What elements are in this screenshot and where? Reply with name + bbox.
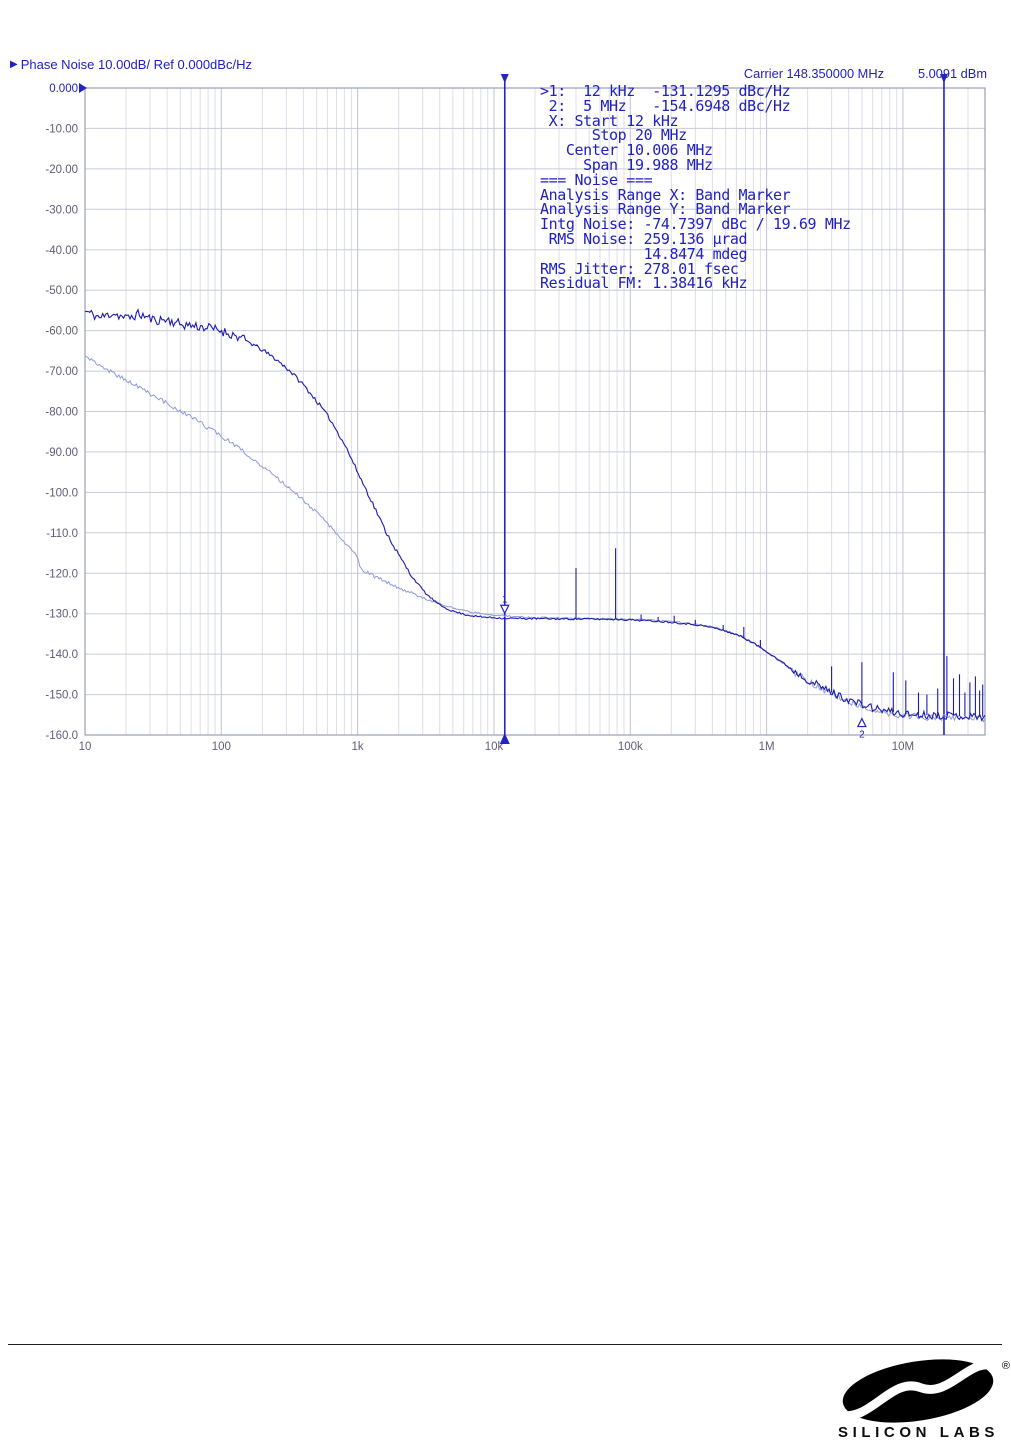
y-tick-label: -20.00	[45, 164, 78, 176]
y-tick-label: -50.00	[45, 285, 78, 297]
marker-1-icon	[499, 604, 510, 615]
active-trace-icon: ▶	[10, 59, 18, 70]
x-tick-label: 10	[79, 741, 92, 753]
silicon-labs-logo: ® SILICON LABS	[838, 1350, 1010, 1450]
band-start-flag-icon	[500, 74, 509, 83]
x-tick-label: 1M	[759, 741, 775, 753]
x-axis-labels: 10 100 1k 10k 100k 1M 10M	[79, 741, 914, 753]
marker-2-icon	[856, 717, 867, 728]
y-tick-label: -140.0	[45, 649, 78, 661]
carrier-info: Carrier 148.350000 MHz 5.0091 dBm	[744, 66, 987, 81]
y-tick-label: -60.00	[45, 326, 78, 338]
phase-noise-trace-secondary	[85, 356, 986, 723]
y-tick-label: -80.00	[45, 407, 78, 419]
trace-scale-label: Phase Noise 10.00dB/ Ref 0.000dBc/Hz	[20, 57, 252, 72]
y-tick-label: -100.0	[45, 487, 78, 499]
y-tick-label: -10.00	[45, 123, 78, 135]
y-tick-label: -110.0	[46, 528, 78, 540]
y-tick-label: -160.0	[45, 730, 78, 742]
y-tick-label: -70.00	[45, 366, 78, 378]
x-tick-label: 10M	[892, 741, 914, 753]
carrier-frequency-label: Carrier 148.350000 MHz	[743, 66, 884, 81]
x-tick-label: 10k	[485, 741, 504, 753]
x-tick-label: 100	[212, 741, 231, 753]
y-axis-labels: 0.000 -10.00 -20.00 -30.00 -40.00 -50.00 -60.0…	[45, 83, 78, 742]
carrier-power-label: 5.0091 dBm	[917, 66, 987, 81]
ref-level-marker-icon	[79, 83, 87, 93]
band-markers	[499, 74, 948, 744]
band-start-axis-marker-icon	[499, 733, 510, 744]
y-tick-label: -90.00	[45, 447, 78, 459]
y-tick-label: -150.0	[45, 690, 78, 702]
traces	[84, 308, 986, 723]
phase-noise-plot: 0.000 -10.00 -20.00 -30.00 -40.00 -50.00 -60.0…	[45, 74, 986, 753]
markers: 12	[499, 594, 867, 741]
y-tick-label: -30.00	[45, 204, 78, 216]
footer-divider	[8, 1344, 1002, 1345]
y-tick-label: -130.0	[45, 609, 78, 621]
trace-info: ▶ Phase Noise 10.00dB/ Ref 0.000dBc/Hz	[10, 57, 252, 72]
marker-2-label: 2	[859, 730, 865, 741]
y-tick-label: -120.0	[45, 568, 78, 580]
measurement-results-panel: >1: 12 kHz -131.1295 dBc/Hz 2: 5 MHz -15…	[540, 82, 851, 293]
band-stop-flag-icon	[939, 74, 948, 83]
marker-1-label: 1	[502, 594, 508, 605]
grid	[84, 87, 986, 736]
brand-name: SILICON LABS	[838, 1424, 1000, 1441]
y-tick-label: -40.00	[45, 245, 78, 257]
registered-trademark: ®	[1001, 1360, 1010, 1372]
x-tick-label: 1k	[352, 741, 364, 753]
phase-noise-trace-main	[84, 308, 986, 722]
x-tick-label: 100k	[618, 741, 643, 753]
silicon-labs-mark-icon	[838, 1359, 998, 1423]
y-tick-label: 0.000	[49, 83, 78, 95]
spurs	[575, 548, 984, 717]
